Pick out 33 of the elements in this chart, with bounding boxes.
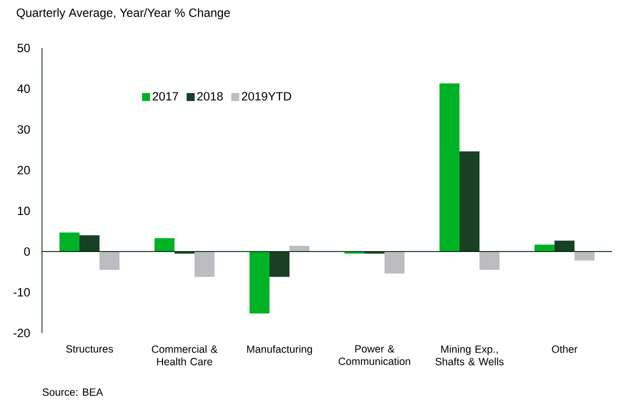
bar xyxy=(384,252,404,274)
y-tick-label: 10 xyxy=(18,206,30,216)
legend-label: 2019YTD xyxy=(242,92,292,101)
y-tick-label: -10 xyxy=(14,288,30,297)
source-note: Source: BEA xyxy=(42,388,104,396)
legend-label: 2017 xyxy=(152,92,178,101)
y-tick-label: 20 xyxy=(18,166,30,174)
bar xyxy=(100,252,120,270)
bar xyxy=(194,252,214,277)
x-tick-label: Other xyxy=(552,345,578,353)
chart-title: Quarterly Average, Year/Year % Change xyxy=(16,8,230,20)
legend-label: 2018 xyxy=(197,92,223,101)
y-tick-label: 0 xyxy=(24,247,30,256)
x-tick-label: Structures xyxy=(66,345,113,353)
bar xyxy=(574,252,594,261)
y-tick-label: 40 xyxy=(17,84,30,93)
y-tick-label: 30 xyxy=(17,125,30,134)
y-tick-label: 50 xyxy=(18,44,30,52)
bar xyxy=(460,151,480,252)
x-tick-label: Mining Exp., Shafts & Wells xyxy=(435,345,504,366)
x-tick-label: Manufacturing xyxy=(247,345,312,355)
bar xyxy=(60,232,80,252)
bar xyxy=(534,244,554,252)
bar xyxy=(440,83,460,252)
bar xyxy=(250,252,270,314)
x-tick-label: Commercial & Health Care xyxy=(152,345,218,366)
x-tick-label: Power & Communication xyxy=(338,345,410,365)
bar xyxy=(554,240,574,252)
bar xyxy=(154,238,174,252)
bar xyxy=(80,235,100,252)
y-tick-label: -20 xyxy=(14,328,30,338)
bar xyxy=(270,252,290,277)
bar xyxy=(480,252,500,270)
